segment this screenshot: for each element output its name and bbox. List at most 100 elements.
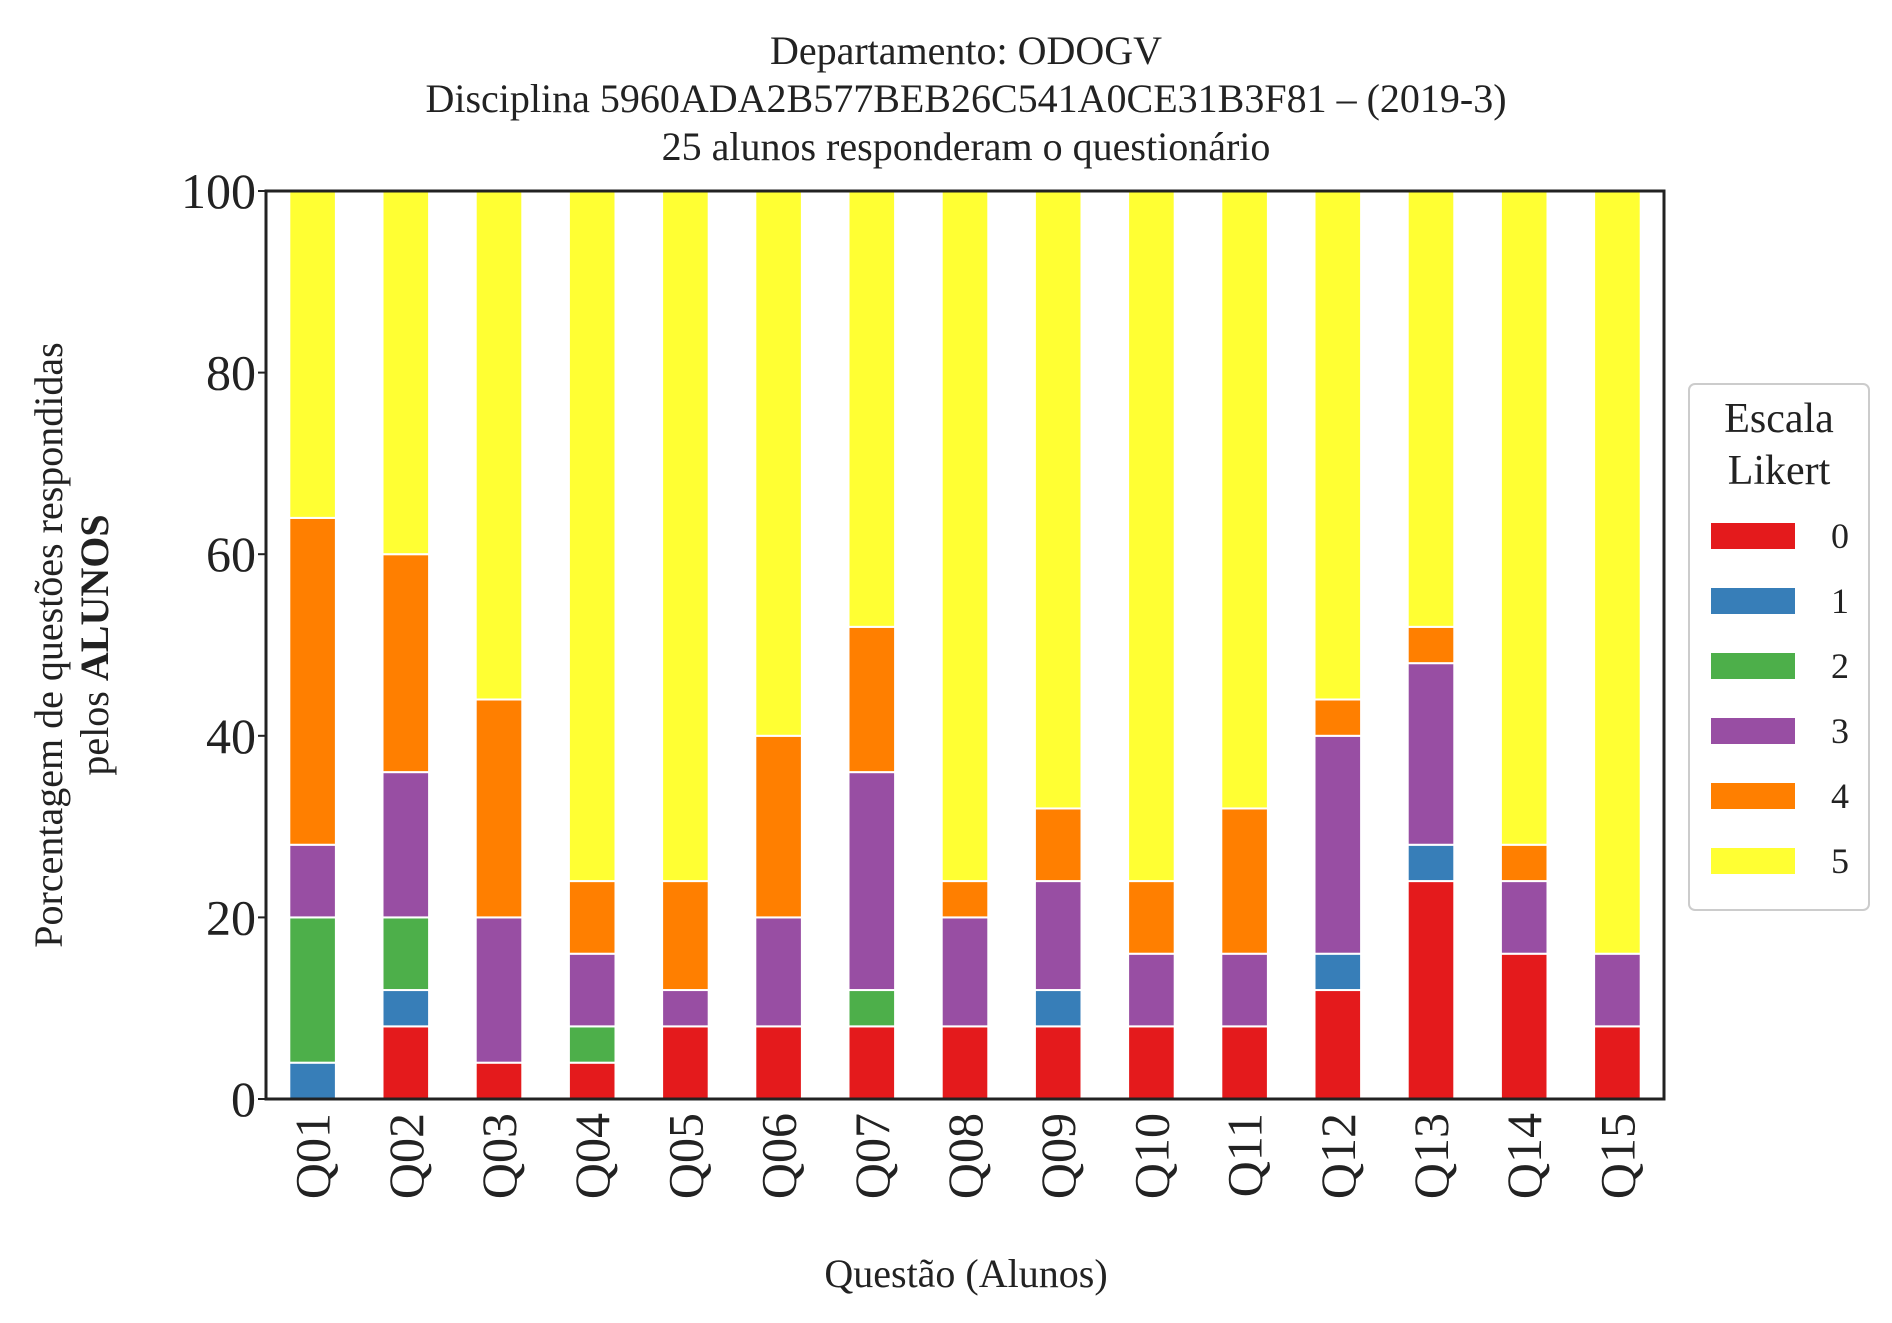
legend-label-5: 5: [1831, 841, 1849, 881]
bar-segment-q11-level-0: [1220, 1025, 1269, 1100]
y-tick-label-20: 20: [206, 889, 256, 945]
bar-segment-q13-level-0: [1406, 880, 1456, 1101]
bar-segment-q03-level-4: [474, 698, 524, 919]
legend: Escala Likert 0 1 2 3 4 5: [1688, 383, 1870, 911]
bar-segment-q09-level-3: [1033, 880, 1083, 992]
bar-segment-q01-level-1: [288, 1061, 337, 1101]
legend-swatch-1: [1711, 588, 1795, 614]
legend-label-0: 0: [1831, 516, 1849, 556]
bar-segment-q03-level-0: [474, 1061, 524, 1101]
bar-segment-q13-level-5: [1406, 190, 1456, 628]
bar-segment-q02-level-0: [381, 1025, 431, 1100]
bar-segment-q05-level-5: [661, 190, 710, 883]
bar-segment-q13-level-1: [1406, 843, 1456, 883]
legend-title-line-2: Likert: [1728, 448, 1831, 494]
plot-frame: [264, 189, 1666, 1101]
y-tick-label-100: 100: [181, 163, 256, 219]
bar-segment-q04-level-4: [567, 880, 617, 955]
title-line-2: Disciplina 5960ADA2B577BEB26C541A0CE31B3…: [425, 76, 1506, 121]
legend-swatch-0: [1711, 523, 1795, 549]
x-tick-label-q09: Q09: [1030, 1113, 1086, 1199]
bar-segment-q15-level-3: [1593, 952, 1642, 1028]
bar-segment-q14-level-3: [1499, 880, 1549, 955]
y-tick-label-80: 80: [206, 345, 256, 401]
bar-segment-q05-level-4: [661, 880, 710, 992]
bar-segment-q01-level-3: [288, 843, 337, 919]
bar-segment-q07-level-2: [847, 989, 897, 1028]
bar-segment-q12-level-4: [1313, 698, 1363, 737]
bar-segment-q06-level-0: [754, 1025, 803, 1100]
bar-segment-q12-level-5: [1313, 190, 1363, 701]
bar-segment-q08-level-4: [940, 880, 990, 919]
bar-segment-q03-level-5: [474, 190, 524, 701]
bar-segment-q14-level-5: [1499, 190, 1549, 846]
y-tick-label-0: 0: [231, 1071, 256, 1127]
bar-segment-q11-level-3: [1220, 952, 1269, 1028]
y-axis-label-prefix: pelos: [72, 681, 117, 775]
x-tick-label-q08: Q08: [937, 1113, 993, 1199]
bar-segment-q12-level-3: [1313, 734, 1363, 955]
bar-segment-q02-level-3: [381, 771, 431, 919]
bar-segment-q05-level-3: [661, 989, 710, 1028]
chart-title: Departamento: ODOGV Disciplina 5960ADA2B…: [425, 28, 1506, 169]
bar-segment-q03-level-3: [474, 916, 524, 1064]
bar-segment-q01-level-4: [288, 516, 337, 846]
bar-segment-q10-level-0: [1127, 1025, 1176, 1100]
legend-frame: [1688, 383, 1870, 911]
bar-segment-q13-level-3: [1406, 662, 1456, 846]
legend-swatch-3: [1711, 718, 1795, 744]
x-tick-label-q03: Q03: [471, 1113, 527, 1199]
x-tick-label-q11: Q11: [1217, 1113, 1273, 1197]
x-tick-label-q07: Q07: [844, 1113, 900, 1199]
y-axis-ticks: 0 20 40 60 80 100: [181, 163, 266, 1127]
legend-label-3: 3: [1831, 711, 1849, 751]
legend-swatch-4: [1711, 783, 1795, 809]
y-axis-label-line-1: Porcentagem de questões respondidas: [26, 342, 71, 947]
bar-segment-q02-level-5: [381, 190, 431, 556]
bar-segment-q09-level-4: [1033, 807, 1083, 883]
x-tick-label-q12: Q12: [1310, 1113, 1366, 1199]
bar-segment-q06-level-5: [754, 190, 803, 737]
bar-segment-q01-level-2: [288, 916, 337, 1064]
bar-segment-q04-level-0: [567, 1061, 617, 1101]
bar-segment-q11-level-4: [1220, 807, 1269, 955]
bar-segment-q15-level-5: [1593, 190, 1642, 955]
bar-segment-q09-level-0: [1033, 1025, 1083, 1100]
bar-segment-q04-level-3: [567, 952, 617, 1028]
legend-label-4: 4: [1831, 776, 1849, 816]
x-tick-label-q02: Q02: [378, 1113, 434, 1199]
x-tick-label-q04: Q04: [564, 1113, 620, 1199]
x-tick-label-q15: Q15: [1589, 1113, 1645, 1199]
y-axis-label-bold: ALUNOS: [72, 514, 117, 681]
legend-swatch-2: [1711, 653, 1795, 679]
bar-segment-q08-level-0: [940, 1025, 990, 1100]
bar-segment-q12-level-0: [1313, 989, 1363, 1100]
bar-segment-q04-level-5: [567, 190, 617, 883]
bar-segment-q05-level-0: [661, 1025, 710, 1100]
bar-segment-q10-level-3: [1127, 952, 1176, 1028]
bar-segment-q09-level-5: [1033, 190, 1083, 810]
legend-items: 0 1 2 3 4 5: [1711, 516, 1849, 881]
bar-segment-q09-level-1: [1033, 989, 1083, 1028]
bar-segment-q07-level-0: [847, 1025, 897, 1100]
bar-segment-q08-level-3: [940, 916, 990, 1028]
x-tick-label-q05: Q05: [657, 1113, 713, 1199]
legend-swatch-5: [1711, 848, 1795, 874]
bar-segment-q04-level-2: [567, 1025, 617, 1064]
bars-layer: [288, 190, 1642, 1101]
bar-segment-q02-level-2: [381, 916, 431, 992]
bar-segment-q10-level-5: [1127, 190, 1176, 883]
bar-segment-q08-level-5: [940, 190, 990, 883]
bar-segment-q12-level-1: [1313, 952, 1363, 992]
x-tick-label-q01: Q01: [285, 1113, 341, 1199]
legend-label-1: 1: [1831, 581, 1849, 621]
x-tick-label-q06: Q06: [751, 1113, 807, 1199]
x-axis-label: Questão (Alunos): [824, 1251, 1107, 1296]
x-tick-label-q10: Q10: [1123, 1113, 1179, 1199]
title-line-3: 25 alunos responderam o questionário: [662, 124, 1271, 169]
bar-segment-q06-level-4: [754, 734, 803, 919]
x-tick-label-q14: Q14: [1496, 1113, 1552, 1199]
bar-segment-q07-level-4: [847, 625, 897, 774]
bar-segment-q13-level-4: [1406, 625, 1456, 665]
